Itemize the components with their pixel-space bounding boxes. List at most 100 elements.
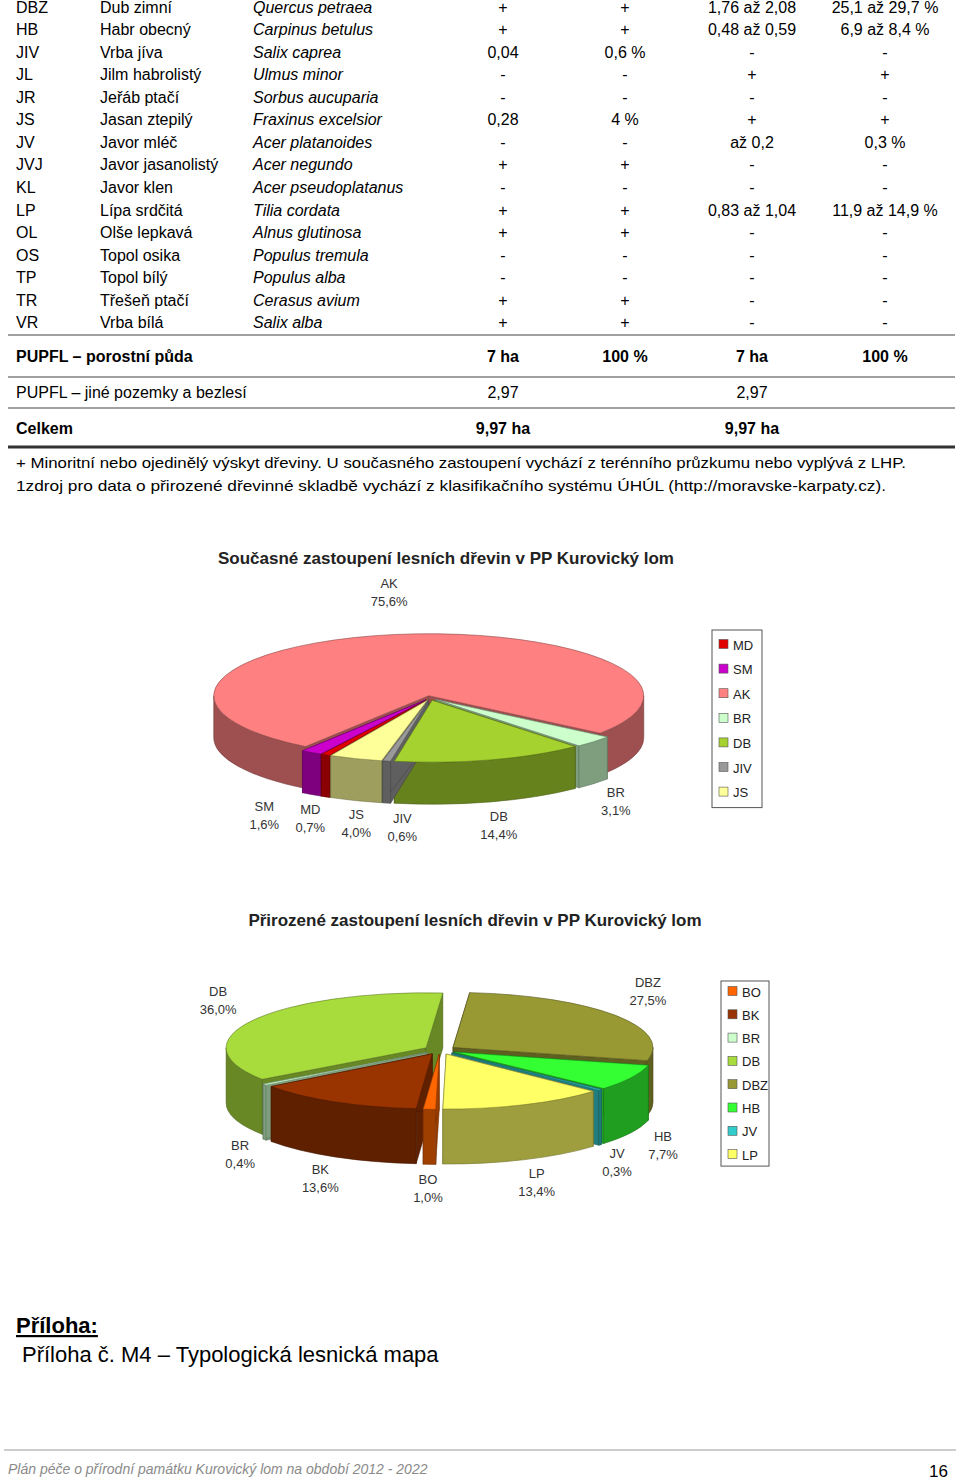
table-cell: -: [500, 89, 505, 106]
table-cell: Quercus petraea: [253, 0, 372, 16]
table-cell: 0,28: [487, 111, 518, 128]
slice-category: DB: [209, 984, 227, 999]
legend-swatch: [719, 689, 728, 698]
pie-sides: [226, 993, 653, 1165]
table-cell: -: [749, 269, 754, 286]
table-cell: Javor klen: [100, 179, 173, 196]
legend-label: HB: [742, 1101, 760, 1116]
pie-tops: [214, 634, 644, 762]
pie-slice: [331, 700, 428, 761]
table-cell: Jilm habrolistý: [100, 66, 201, 83]
slice-value: 4,0%: [341, 825, 371, 840]
slice-side: [423, 1109, 436, 1164]
legend-label: JIV: [733, 761, 752, 776]
legend-swatch: [728, 1010, 737, 1019]
slice-side: [599, 1089, 602, 1145]
table-cell: 4 %: [611, 111, 639, 128]
appendix-heading: Příloha:: [16, 1313, 98, 1338]
table-cell: +: [620, 202, 629, 219]
table-cell: JR: [16, 89, 36, 106]
pie-chart: Přirozené zastoupení lesních dřevin v PP…: [200, 911, 769, 1205]
table-cell: +: [620, 21, 629, 38]
legend-label: JV: [742, 1124, 758, 1139]
table-cell: +: [498, 292, 507, 309]
legend-label: BR: [742, 1031, 760, 1046]
table-cell: Jasan ztepilý: [100, 111, 193, 128]
table-cell: -: [622, 179, 627, 196]
table-cell: Populus tremula: [253, 247, 369, 264]
page-number: 16: [929, 1462, 948, 1481]
pie-slice: [226, 993, 443, 1080]
table-cell: Třešeň ptačí: [100, 292, 189, 309]
pie-slice: [453, 993, 653, 1061]
summary-rows: PUPFL – porostní půda7 ha100 %7 ha100 %P…: [16, 348, 908, 437]
table-cell: 6,9 až 8,4 %: [841, 21, 930, 38]
pie-tops: [226, 993, 653, 1110]
table-cell: -: [749, 44, 754, 61]
legend-label: JS: [733, 785, 749, 800]
table-cell: TR: [16, 292, 37, 309]
pie-slice: [443, 1054, 593, 1109]
table-cell: Salix caprea: [253, 44, 341, 61]
table-cell: -: [500, 179, 505, 196]
table-cell: Lípa srdčitá: [100, 202, 183, 219]
appendix-item: Příloha č. M4 – Typologická lesnická map…: [22, 1342, 439, 1367]
legend-swatch: [719, 787, 728, 796]
slice-value: 3,1%: [601, 803, 631, 818]
note: + Minoritní nebo ojedinělý výskyt dřevin…: [16, 454, 906, 471]
table-cell: Javor jasanolistý: [100, 156, 218, 173]
slice-value: 13,6%: [302, 1180, 339, 1195]
legend-swatch: [719, 763, 728, 772]
table-cell: +: [620, 156, 629, 173]
table-cell: Vrba bílá: [100, 314, 164, 331]
table-cell: JVJ: [16, 156, 43, 173]
note: 1zdroj pro data o přirozené dřevinné skl…: [16, 477, 886, 494]
slice-side: [321, 754, 329, 797]
table-cell: -: [500, 134, 505, 151]
table-cell: -: [749, 247, 754, 264]
table-cell: LP: [16, 202, 36, 219]
table-cell: Carpinus betulus: [253, 21, 373, 38]
slice-category: HB: [654, 1129, 672, 1144]
table-cell: -: [882, 269, 887, 286]
table-cell: -: [500, 247, 505, 264]
table-cell: 0,04: [487, 44, 518, 61]
table-cell: Habr obecný: [100, 21, 191, 38]
table-cell: -: [622, 269, 627, 286]
table-cell: -: [882, 156, 887, 173]
table-cell: +: [620, 224, 629, 241]
table-cell: Olše lepkavá: [100, 224, 193, 241]
legend-swatch: [728, 1150, 737, 1159]
legend-swatch: [728, 987, 737, 996]
table-cell: Acer pseudoplatanus: [252, 179, 403, 196]
legend-swatch: [728, 1080, 737, 1089]
pie-chart: Současné zastoupení lesních dřevin v PP …: [214, 549, 762, 844]
legend-swatch: [728, 1103, 737, 1112]
table-cell: +: [620, 0, 629, 16]
legend-label: BR: [733, 711, 751, 726]
table-cell: Topol bílý: [100, 269, 168, 286]
table-cell: -: [749, 179, 754, 196]
table-cell: Acer negundo: [252, 156, 353, 173]
species-table: DBZDub zimníQuercus petraea++1,76 až 2,0…: [16, 0, 938, 331]
table-cell: -: [749, 89, 754, 106]
legend-label: LP: [742, 1148, 758, 1163]
table-cell: -: [622, 247, 627, 264]
table-cell: +: [880, 111, 889, 128]
summary-cell: 7 ha: [736, 348, 768, 365]
table-cell: Ulmus minor: [253, 66, 343, 83]
table-cell: -: [622, 134, 627, 151]
legend-swatch: [719, 713, 728, 722]
table-cell: -: [882, 179, 887, 196]
table-cell: Dub zimní: [100, 0, 173, 16]
table-cell: 0,3 %: [865, 134, 906, 151]
table-cell: Acer platanoides: [252, 134, 372, 151]
table-cell: OL: [16, 224, 37, 241]
table-cell: -: [882, 292, 887, 309]
rule: [8, 446, 955, 449]
table-cell: JL: [16, 66, 33, 83]
table-cell: JIV: [16, 44, 39, 61]
slice-value: 36,0%: [200, 1002, 237, 1017]
table-cell: Topol osika: [100, 247, 180, 264]
table-cell: Cerasus avium: [253, 292, 360, 309]
